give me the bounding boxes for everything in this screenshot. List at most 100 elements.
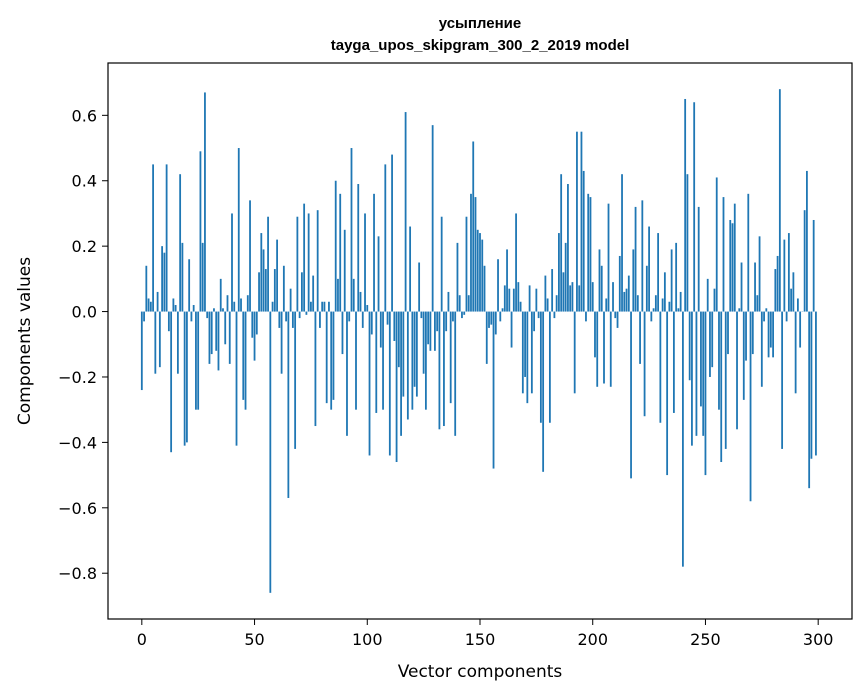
bar	[287, 311, 290, 498]
bar	[303, 203, 306, 312]
y-tick-label: −0.4	[58, 433, 97, 452]
bar	[404, 112, 407, 312]
bar	[364, 213, 366, 312]
bar	[472, 141, 475, 312]
bar	[790, 288, 793, 312]
bar	[639, 311, 641, 364]
bar	[163, 252, 166, 312]
bar	[267, 216, 269, 312]
bar	[195, 311, 197, 410]
bar	[186, 311, 188, 443]
bar	[140, 311, 143, 391]
bar	[492, 311, 495, 469]
bar	[796, 298, 799, 312]
bar	[697, 206, 700, 312]
bar	[382, 311, 384, 410]
bar	[445, 311, 448, 332]
bar	[249, 200, 251, 312]
bar	[713, 288, 716, 312]
bar	[312, 275, 315, 312]
bar	[645, 265, 648, 312]
bar	[758, 236, 761, 312]
bar	[438, 311, 441, 430]
bar	[176, 311, 179, 374]
chart-subtitle: tayga_upos_skipgram_300_2_2019 model	[331, 37, 630, 54]
bar	[319, 311, 321, 328]
bar	[386, 311, 389, 325]
bar	[621, 174, 623, 312]
bar	[323, 301, 326, 312]
bar	[467, 295, 470, 312]
bar	[799, 311, 802, 348]
bar	[524, 311, 526, 377]
bar	[483, 265, 486, 312]
bar	[654, 295, 657, 312]
bar	[740, 262, 743, 312]
bar	[190, 311, 193, 322]
bar	[152, 164, 154, 312]
bar	[702, 311, 705, 436]
bar	[582, 170, 585, 312]
bar	[402, 311, 405, 397]
bar	[808, 311, 811, 489]
bar	[567, 184, 569, 312]
bar	[749, 311, 752, 502]
bar	[618, 255, 621, 312]
bar	[510, 311, 513, 348]
bar	[526, 311, 529, 404]
bar	[269, 311, 272, 593]
bar	[406, 311, 409, 420]
bar	[174, 305, 177, 312]
bar	[776, 255, 779, 312]
bar	[578, 285, 581, 312]
bar	[411, 311, 414, 410]
x-tick-label: 300	[803, 630, 834, 649]
bar	[373, 193, 375, 312]
bar	[201, 242, 204, 312]
bar	[361, 311, 364, 328]
bar	[763, 311, 765, 322]
bar	[587, 193, 590, 312]
bar	[643, 311, 646, 417]
bar	[787, 233, 790, 312]
bar	[603, 311, 605, 384]
bar	[571, 282, 574, 312]
bar	[384, 164, 387, 312]
bar	[722, 197, 725, 312]
bar	[199, 151, 202, 312]
bar	[330, 311, 333, 410]
bar	[706, 278, 709, 312]
bar	[391, 154, 393, 312]
bar	[515, 213, 517, 312]
bar	[591, 282, 594, 312]
bar	[305, 311, 308, 315]
bar	[600, 265, 603, 312]
bar	[562, 272, 565, 312]
y-axis-ticks: −0.8 −0.6 −0.4 −0.2 0.0 0.2 0.4 0.6	[58, 106, 108, 583]
bar	[652, 308, 655, 312]
bar	[172, 298, 175, 312]
bar	[278, 311, 281, 328]
bar	[370, 311, 373, 335]
bar	[436, 311, 439, 332]
bar	[224, 311, 227, 345]
bar	[285, 311, 288, 322]
bar	[688, 311, 691, 381]
bar	[447, 291, 450, 312]
bar	[183, 311, 186, 446]
bar	[724, 311, 727, 449]
bar	[675, 242, 678, 312]
bar	[282, 265, 285, 312]
bar	[542, 311, 545, 472]
bar	[226, 295, 229, 312]
y-axis-label: Components values	[15, 257, 35, 425]
bar	[465, 216, 468, 312]
y-tick-label: −0.8	[58, 564, 97, 583]
bar	[204, 92, 206, 312]
bar	[296, 216, 299, 312]
bar	[778, 89, 781, 312]
bar	[506, 249, 508, 312]
bar	[632, 249, 635, 312]
bar	[307, 213, 310, 312]
bar	[456, 242, 459, 312]
